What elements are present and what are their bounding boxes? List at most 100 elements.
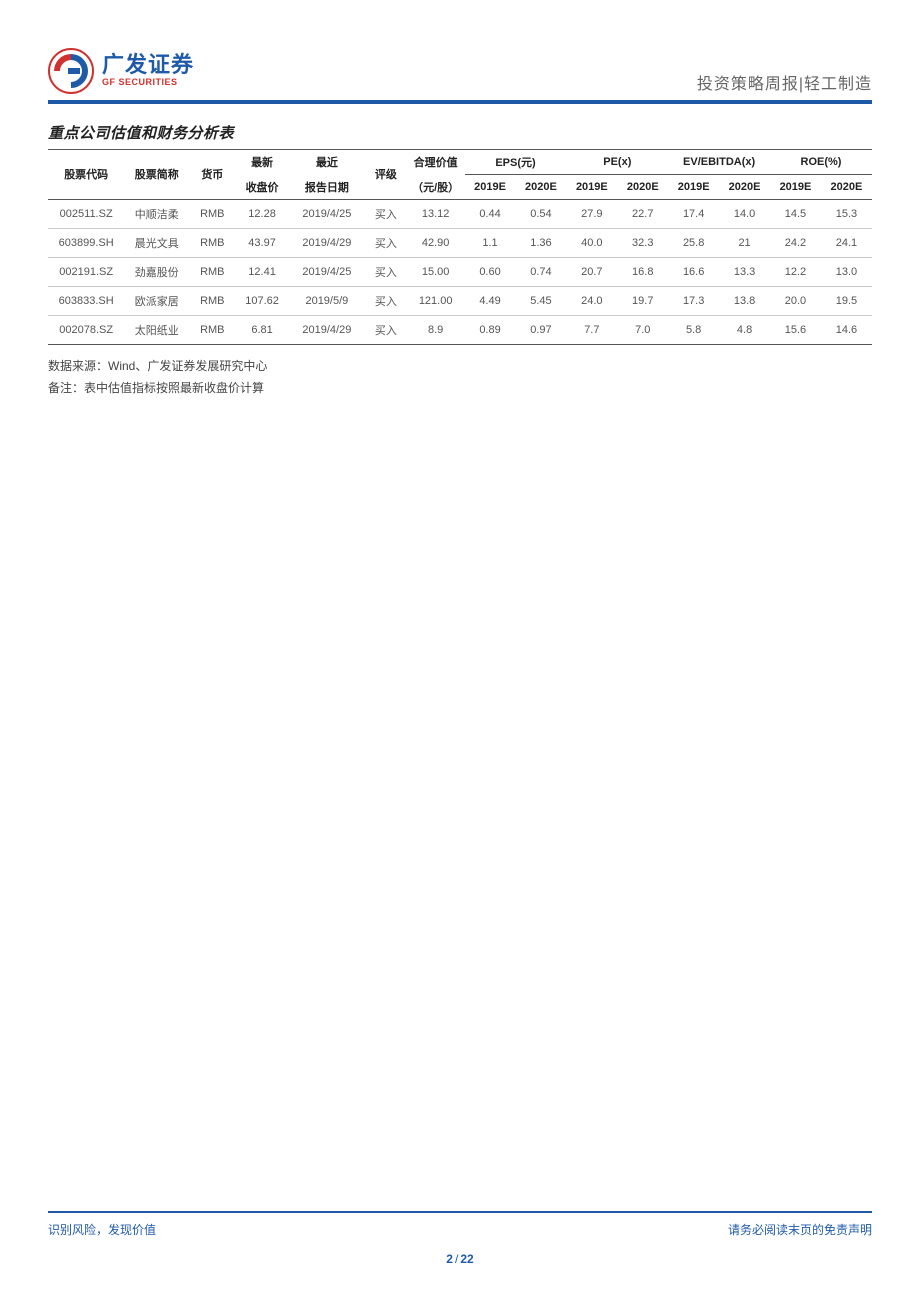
cell-eps20: 0.54 [515, 199, 566, 228]
cell-code: 002078.SZ [48, 315, 124, 344]
cell-roe19: 14.5 [770, 199, 821, 228]
cell-pe19: 20.7 [566, 257, 617, 286]
cell-eps19: 0.44 [465, 199, 516, 228]
cell-roe19: 15.6 [770, 315, 821, 344]
cell-roe20: 24.1 [821, 228, 872, 257]
cell-pe19: 7.7 [566, 315, 617, 344]
cell-pe19: 27.9 [566, 199, 617, 228]
footer-left: 识别风险，发现价值 [48, 1221, 156, 1238]
cell-eps19: 1.1 [465, 228, 516, 257]
cell-eps20: 0.97 [515, 315, 566, 344]
cell-ev20: 13.3 [719, 257, 770, 286]
table-row: 002078.SZ太阳纸业RMB6.812019/4/29买入8.90.890.… [48, 315, 872, 344]
cell-name: 欧派家居 [124, 286, 189, 315]
cell-fair: 13.12 [407, 199, 465, 228]
cell-ev20: 4.8 [719, 315, 770, 344]
table-row: 603833.SH欧派家居RMB107.622019/5/9买入121.004.… [48, 286, 872, 315]
page-header: 广发证券 GF SECURITIES 投资策略周报|轻工制造 [48, 48, 872, 104]
cell-code: 603833.SH [48, 286, 124, 315]
cell-ccy: RMB [189, 228, 235, 257]
cell-ev20: 13.8 [719, 286, 770, 315]
cell-ev19: 17.3 [668, 286, 719, 315]
cell-roe20: 14.6 [821, 315, 872, 344]
page-footer: 识别风险，发现价值 请务必阅读末页的免责声明 2/22 [48, 1211, 872, 1266]
col-date-bot: 报告日期 [289, 175, 365, 200]
col-code: 股票代码 [48, 150, 124, 200]
table-row: 603899.SH晨光文具RMB43.972019/4/29买入42.901.1… [48, 228, 872, 257]
col-fair-top: 合理价值 [407, 150, 465, 175]
cell-pe20: 19.7 [617, 286, 668, 315]
cell-ccy: RMB [189, 199, 235, 228]
note-remark: 备注：表中估值指标按照最新收盘价计算 [48, 377, 872, 400]
col-roe19: 2019E [770, 175, 821, 200]
logo-text-cn: 广发证券 [102, 54, 194, 76]
cell-name: 劲嘉股份 [124, 257, 189, 286]
cell-roe19: 12.2 [770, 257, 821, 286]
cell-roe19: 24.2 [770, 228, 821, 257]
cell-fair: 8.9 [407, 315, 465, 344]
cell-pe19: 40.0 [566, 228, 617, 257]
cell-eps19: 0.60 [465, 257, 516, 286]
cell-roe20: 15.3 [821, 199, 872, 228]
cell-date: 2019/5/9 [289, 286, 365, 315]
logo: 广发证券 GF SECURITIES [48, 48, 194, 94]
table-notes: 数据来源：Wind、广发证券发展研究中心 备注：表中估值指标按照最新收盘价计算 [48, 355, 872, 401]
logo-text-en: GF SECURITIES [102, 76, 194, 89]
col-name: 股票简称 [124, 150, 189, 200]
cell-name: 中顺洁柔 [124, 199, 189, 228]
cell-date: 2019/4/29 [289, 315, 365, 344]
cell-ev19: 25.8 [668, 228, 719, 257]
col-pe19: 2019E [566, 175, 617, 200]
cell-eps19: 4.49 [465, 286, 516, 315]
cell-fair: 121.00 [407, 286, 465, 315]
cell-code: 002511.SZ [48, 199, 124, 228]
cell-ccy: RMB [189, 315, 235, 344]
col-eps20: 2020E [515, 175, 566, 200]
col-price-bot: 收盘价 [235, 175, 288, 200]
cell-ev20: 14.0 [719, 199, 770, 228]
table-row: 002511.SZ中顺洁柔RMB12.282019/4/25买入13.120.4… [48, 199, 872, 228]
col-ev19: 2019E [668, 175, 719, 200]
cell-ev19: 17.4 [668, 199, 719, 228]
cell-eps20: 5.45 [515, 286, 566, 315]
cell-pe19: 24.0 [566, 286, 617, 315]
cell-pe20: 16.8 [617, 257, 668, 286]
cell-rating: 买入 [365, 257, 407, 286]
cell-price: 12.41 [235, 257, 288, 286]
cell-eps19: 0.89 [465, 315, 516, 344]
cell-pe20: 7.0 [617, 315, 668, 344]
col-rating: 评级 [365, 150, 407, 200]
col-pe20: 2020E [617, 175, 668, 200]
cell-ccy: RMB [189, 286, 235, 315]
logo-text: 广发证券 GF SECURITIES [102, 54, 194, 89]
cell-rating: 买入 [365, 286, 407, 315]
col-roe20: 2020E [821, 175, 872, 200]
cell-roe19: 20.0 [770, 286, 821, 315]
logo-mark-icon [48, 48, 94, 94]
cell-date: 2019/4/25 [289, 257, 365, 286]
cell-rating: 买入 [365, 228, 407, 257]
note-source: 数据来源：Wind、广发证券发展研究中心 [48, 355, 872, 378]
col-ccy: 货币 [189, 150, 235, 200]
cell-code: 002191.SZ [48, 257, 124, 286]
table-row: 002191.SZ劲嘉股份RMB12.412019/4/25买入15.000.6… [48, 257, 872, 286]
cell-price: 107.62 [235, 286, 288, 315]
col-eps: EPS(元) [465, 150, 567, 175]
cell-eps20: 0.74 [515, 257, 566, 286]
cell-name: 太阳纸业 [124, 315, 189, 344]
cell-pe20: 32.3 [617, 228, 668, 257]
cell-fair: 42.90 [407, 228, 465, 257]
cell-ev20: 21 [719, 228, 770, 257]
col-pe: PE(x) [566, 150, 668, 175]
col-ev20: 2020E [719, 175, 770, 200]
cell-ev19: 16.6 [668, 257, 719, 286]
section-title: 重点公司估值和财务分析表 [48, 122, 872, 143]
cell-eps20: 1.36 [515, 228, 566, 257]
cell-price: 12.28 [235, 199, 288, 228]
cell-code: 603899.SH [48, 228, 124, 257]
col-fair-bot: （元/股） [407, 175, 465, 200]
page-number: 2/22 [48, 1252, 872, 1266]
cell-pe20: 22.7 [617, 199, 668, 228]
cell-price: 43.97 [235, 228, 288, 257]
valuation-table: 股票代码 股票简称 货币 最新 最近 评级 合理价值 EPS(元) PE(x) … [48, 149, 872, 345]
